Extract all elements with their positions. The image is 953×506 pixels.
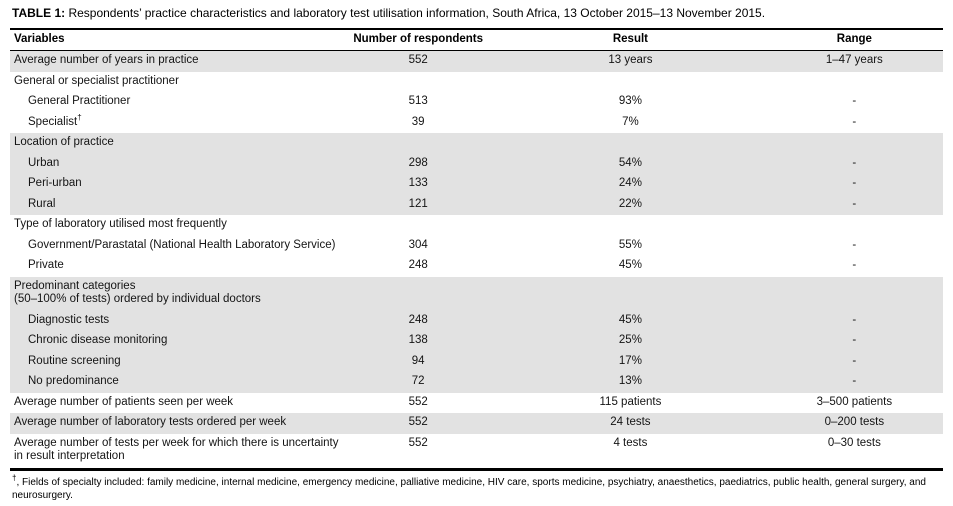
respondents-cell: 552 — [408, 395, 428, 408]
variable-cell: Diagnostic tests — [28, 313, 110, 326]
variable-cell: Rural — [28, 197, 56, 210]
table-row: Urban 298 54% - — [10, 153, 943, 174]
result-cell: 4 tests — [613, 436, 648, 449]
range-cell: - — [852, 238, 857, 251]
result-cell: 24% — [618, 177, 642, 189]
table-row: Average number of laboratory tests order… — [10, 413, 943, 434]
section-label: Location of practice — [14, 136, 114, 148]
table-number-label: TABLE 1: — [12, 6, 66, 20]
range-cell: - — [852, 197, 857, 210]
table-row: Chronic disease monitoring 138 25% - — [10, 331, 943, 352]
range-cell: - — [852, 177, 857, 189]
variable-cell: Routine screening — [28, 354, 121, 367]
range-cell: 3–500 patients — [816, 395, 893, 408]
section-row: Type of laboratory utilised most frequen… — [10, 215, 943, 236]
table-row: Private 248 45% - — [10, 256, 943, 277]
respondents-cell: 248 — [408, 259, 428, 271]
table-row: Diagnostic tests 248 45% - — [10, 310, 943, 331]
variable-cell: Specialist† — [28, 112, 82, 128]
result-cell: 17% — [618, 354, 642, 367]
dagger-icon: † — [12, 473, 17, 483]
table-row: General Practitioner 513 93% - — [10, 92, 943, 113]
range-cell: 1–47 years — [825, 54, 883, 66]
range-cell: - — [852, 115, 857, 128]
column-header-result: Result — [495, 29, 766, 51]
header-row: Variables Number of respondents Result R… — [10, 29, 943, 51]
range-cell: - — [852, 354, 857, 367]
table-row: Routine screening 94 17% - — [10, 351, 943, 372]
result-cell: 7% — [622, 115, 639, 128]
variable-cell: General Practitioner — [28, 95, 131, 107]
table-caption-text: Respondents’ practice characteristics an… — [65, 6, 766, 20]
footnote: †, Fields of specialty included: family … — [10, 471, 943, 502]
result-cell: 115 patients — [599, 395, 662, 408]
result-cell: 13 years — [608, 54, 653, 66]
table-header: Variables Number of respondents Result R… — [10, 29, 943, 51]
respondents-cell: 94 — [411, 354, 425, 367]
table-row: Peri-urban 133 24% - — [10, 174, 943, 195]
respondents-cell: 304 — [408, 238, 428, 251]
table-row: Average number of patients seen per week… — [10, 393, 943, 414]
respondents-cell: 298 — [408, 156, 428, 169]
footnote-text: , Fields of specialty included: family m… — [12, 476, 926, 501]
range-cell: - — [852, 334, 857, 346]
range-cell: - — [852, 95, 857, 107]
variable-cell: Government/Parastatal (National Health L… — [28, 238, 336, 251]
table-row: Rural 121 22% - — [10, 194, 943, 215]
section-label: Type of laboratory utilised most frequen… — [14, 218, 227, 230]
column-header-variables: Variables — [10, 29, 342, 51]
result-cell: 24 tests — [610, 416, 651, 428]
table-row: Average number of tests per week for whi… — [10, 434, 943, 470]
respondents-cell: 552 — [408, 54, 428, 66]
range-cell: - — [852, 156, 857, 169]
result-cell: 55% — [618, 238, 642, 251]
result-cell: 93% — [618, 95, 642, 107]
section-row: Predominant categories (50–100% of tests… — [10, 276, 943, 311]
table-row: Government/Parastatal (National Health L… — [10, 236, 943, 257]
respondents-cell: 133 — [408, 177, 428, 189]
variable-cell: Private — [28, 259, 64, 271]
section-label: Predominant categories (50–100% of tests… — [14, 279, 261, 306]
column-header-range: Range — [765, 29, 943, 51]
table-row: Specialist† 39 7% - — [10, 113, 943, 134]
respondents-cell: 138 — [408, 334, 428, 346]
respondents-cell: 121 — [408, 197, 428, 210]
respondents-cell: 248 — [408, 313, 428, 326]
range-cell: - — [852, 313, 857, 326]
respondents-cell: 513 — [408, 95, 428, 107]
column-header-respondents: Number of respondents — [341, 29, 496, 51]
table-title: TABLE 1: Respondents’ practice character… — [10, 4, 943, 28]
range-cell: - — [852, 259, 857, 271]
variable-cell: Average number of laboratory tests order… — [14, 416, 287, 428]
dagger-icon: † — [77, 112, 82, 122]
section-row: Location of practice — [10, 133, 943, 154]
respondents-cell: 552 — [408, 416, 428, 428]
result-cell: 45% — [618, 313, 642, 326]
result-cell: 25% — [618, 334, 642, 346]
range-cell: - — [852, 375, 857, 387]
variable-cell: No predominance — [28, 375, 119, 387]
variable-cell: Urban — [28, 156, 60, 169]
variable-cell: Chronic disease monitoring — [28, 334, 168, 346]
result-cell: 22% — [618, 197, 642, 210]
section-row: General or specialist practitioner — [10, 72, 943, 93]
variable-cell: Average number of patients seen per week — [14, 395, 234, 408]
table-row: Average number of years in practice 552 13… — [10, 50, 943, 72]
variable-cell: Average number of years in practice — [14, 54, 199, 66]
result-cell: 54% — [618, 156, 642, 169]
data-table: Variables Number of respondents Result R… — [10, 28, 943, 471]
variable-cell: Peri-urban — [28, 177, 82, 189]
result-cell: 13% — [618, 375, 642, 387]
range-cell: 0–30 tests — [827, 436, 881, 449]
section-label: General or specialist practitioner — [14, 74, 179, 87]
variable-cell: Average number of tests per week for whi… — [14, 436, 339, 463]
respondents-cell: 39 — [411, 115, 425, 128]
range-cell: 0–200 tests — [824, 416, 885, 428]
table-body: Average number of years in practice 552 13… — [10, 50, 943, 470]
result-cell: 45% — [618, 259, 642, 271]
respondents-cell: 552 — [408, 436, 428, 449]
table-row: No predominance 72 13% - — [10, 372, 943, 393]
respondents-cell: 72 — [411, 375, 425, 387]
